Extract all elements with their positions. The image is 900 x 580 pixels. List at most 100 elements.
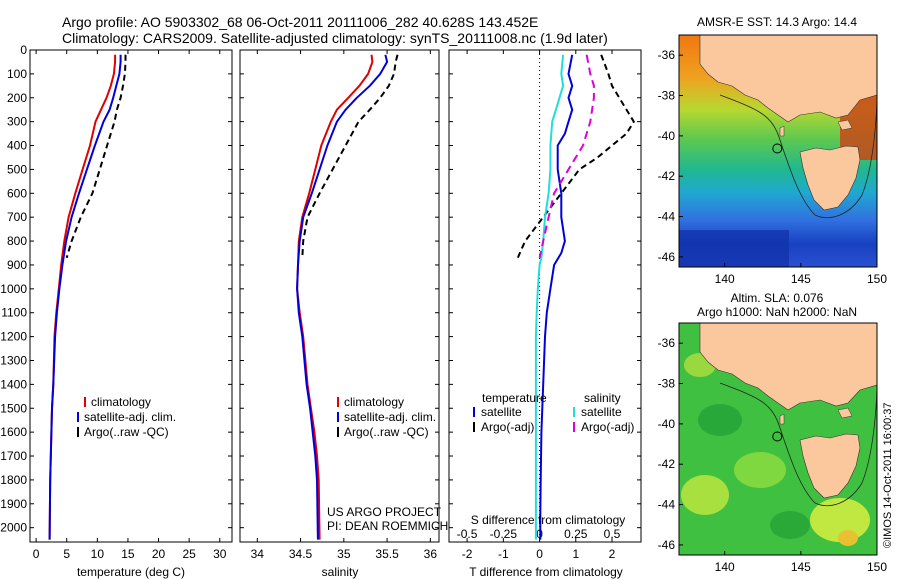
map-x-tick-label: 150	[867, 272, 887, 286]
sla-map-title-2: Argo h1000: NaN h2000: NaN	[697, 305, 857, 319]
x-tick-label: 25	[182, 547, 196, 561]
x-tick-label: 0	[536, 547, 543, 561]
sla-blob	[681, 475, 729, 515]
map-y-tick-label: -46	[658, 250, 676, 264]
argo-position-marker	[772, 431, 783, 442]
depth-tick-label: 200	[7, 91, 27, 105]
x-tick-label: 34.5	[289, 547, 313, 561]
king-island	[779, 125, 785, 137]
x-tick-label: 1	[572, 547, 579, 561]
depth-tick-label: 1100	[1, 306, 27, 320]
sst-map-ticks: 140 145 150 -36 -38 -40 -42 -44 -46	[658, 48, 888, 286]
s-tick-label: -0.25	[490, 527, 518, 541]
sla-blob	[698, 404, 742, 436]
depth-axis: 0 100 200 300 400 500 600 700 800 900 1000 1100 1200…	[0, 43, 641, 535]
legend-label-argo: Argo(..raw -QC)	[84, 425, 169, 439]
depth-tick-label: 1600	[0, 425, 27, 439]
map-x-tick-label: 145	[791, 560, 811, 574]
depth-tick-label: 0	[20, 43, 27, 57]
depth-tick-label: 700	[7, 210, 27, 224]
x-tick-label: 35	[337, 547, 351, 561]
sla-blob	[734, 452, 786, 488]
x-tick-label: 34	[251, 547, 265, 561]
s-tick-label: 0.25	[564, 527, 588, 541]
map-x-tick-label: 140	[715, 272, 735, 286]
mainland-land	[699, 35, 877, 123]
temperature-series	[48, 54, 127, 540]
salinity-xlabel: salinity	[322, 565, 359, 579]
depth-tick-label: 800	[7, 234, 27, 248]
depth-tick-label: 1500	[0, 401, 27, 415]
legend-label-argo: Argo(..raw -QC)	[344, 425, 429, 439]
map-y-tick-label: -46	[658, 538, 676, 552]
x-tick-label: 10	[91, 547, 105, 561]
temperature-xlabel: temperature (deg C)	[77, 565, 185, 579]
map-y-tick-label: -42	[658, 457, 676, 471]
sst-map	[679, 35, 877, 267]
credit-line-1: US ARGO PROJECT	[327, 505, 442, 519]
bathymetry-contour	[719, 382, 877, 507]
series-line-satellite-adj-clim-	[296, 54, 389, 540]
legend-label-s-satellite: satellite	[581, 405, 622, 419]
title-line-2: Climatology: CARS2009. Satellite-adjuste…	[62, 30, 608, 46]
depth-tick-label: 900	[7, 258, 27, 272]
temperature-x-axis: 0 5 10 15 20 25 30	[33, 50, 227, 561]
sla-map	[679, 323, 877, 555]
depth-tick-label: 1800	[0, 473, 27, 487]
sla-blob	[810, 498, 870, 542]
argo-position-marker	[772, 143, 783, 154]
sla-map-ticks: 140 145 150 -36 -38 -40 -42 -44 -46	[658, 336, 888, 574]
mainland-land	[699, 323, 877, 411]
x-tick-label: 5	[63, 547, 70, 561]
sla-map-title-1: Altim. SLA: 0.076	[731, 291, 824, 305]
sst-map-frame	[678, 34, 878, 268]
map-x-tick-label: 145	[791, 272, 811, 286]
title-line-1: Argo profile: AO 5903302_68 06-Oct-2011 …	[62, 14, 538, 30]
map-y-tick-label: -36	[658, 48, 676, 62]
sla-blob	[838, 530, 858, 546]
x-tick-label: 2	[609, 547, 616, 561]
difference-series	[516, 50, 635, 542]
flinders-island	[837, 119, 853, 131]
map-y-tick-label: -40	[658, 129, 676, 143]
x-tick-label: 36	[424, 547, 438, 561]
depth-tick-label: 1400	[0, 377, 27, 391]
salinity-legend: climatology satellite-adj. clim. Argo(..…	[337, 395, 436, 439]
depth-tick-label: 1700	[0, 449, 27, 463]
x-tick-label: 15	[121, 547, 135, 561]
temperature-axes	[29, 49, 233, 543]
sst-map-title: AMSR-E SST: 14.3 Argo: 14.4	[697, 15, 857, 29]
imos-watermark: ©IMOS 14-Oct-2011 16:00:37	[882, 403, 894, 548]
temperature-legend: climatology satellite-adj. clim. Argo(..…	[77, 395, 176, 439]
difference-legend: temperature salinity satellite Argo(-adj…	[473, 391, 634, 434]
tasmania-land	[799, 433, 861, 499]
legend-label-t-satellite: satellite	[481, 405, 522, 419]
series-line-salinity-argo-adj-	[538, 54, 595, 259]
credit-line-2: PI: DEAN ROEMMICH	[327, 519, 448, 533]
x-tick-label: 0	[33, 547, 40, 561]
map-y-tick-label: -40	[658, 417, 676, 431]
map-y-tick-label: -38	[658, 89, 676, 103]
depth-tick-label: 600	[7, 186, 27, 200]
depth-tick-label: 400	[7, 139, 27, 153]
x-tick-label: -1	[498, 547, 509, 561]
map-x-tick-label: 140	[715, 560, 735, 574]
difference-axes	[448, 49, 642, 543]
depth-tick-label: 1200	[0, 330, 27, 344]
legend-header-temperature: temperature	[482, 391, 547, 405]
depth-tick-label: 1000	[0, 282, 27, 296]
bathymetry-contour	[719, 94, 877, 219]
depth-tick-label: 100	[7, 67, 27, 81]
x-tick-label: -2	[462, 547, 473, 561]
depth-tick-label: 500	[7, 162, 27, 176]
series-line-temperature-argo-adj-	[516, 54, 635, 259]
legend-label-t-argo: Argo(-adj)	[481, 420, 534, 434]
series-line-satellite-adj-clim-	[48, 54, 122, 540]
sla-map-frame	[678, 322, 878, 556]
series-line-argo-raw-qc-	[301, 54, 399, 258]
map-y-tick-label: -38	[658, 377, 676, 391]
x-tick-label: 30	[213, 547, 227, 561]
legend-header-salinity: salinity	[584, 391, 621, 405]
